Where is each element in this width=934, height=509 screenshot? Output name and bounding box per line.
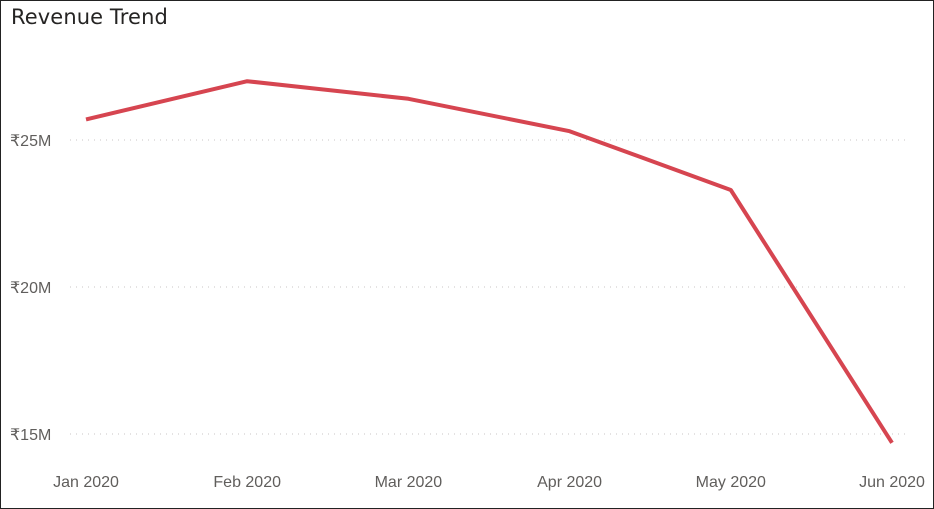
- x-tick-label: Feb 2020: [213, 474, 281, 491]
- x-tick-label: Jun 2020: [859, 474, 925, 491]
- series-line[interactable]: [85, 79, 894, 444]
- y-tick-label: ₹20M: [10, 280, 51, 297]
- x-tick-label: Apr 2020: [537, 474, 602, 491]
- x-axis-ticks: Jan 2020 Feb 2020 Mar 2020 Apr 2020 May 2020…: [53, 474, 925, 491]
- chart-title: Revenue Trend: [11, 5, 168, 29]
- y-axis-ticks: ₹15M ₹20M ₹25M: [10, 133, 51, 444]
- grid-lines: [70, 139, 906, 435]
- data-point[interactable]: [886, 437, 898, 449]
- y-tick-label: ₹25M: [10, 133, 51, 150]
- data-point[interactable]: [80, 113, 92, 125]
- data-point[interactable]: [564, 125, 576, 137]
- data-point[interactable]: [241, 75, 253, 87]
- series-layer: [80, 75, 898, 449]
- data-point[interactable]: [402, 93, 414, 105]
- data-point[interactable]: [725, 184, 737, 196]
- y-tick-label: ₹15M: [10, 427, 51, 444]
- x-tick-label: Jan 2020: [53, 474, 119, 491]
- x-tick-label: May 2020: [696, 474, 766, 491]
- x-tick-label: Mar 2020: [375, 474, 443, 491]
